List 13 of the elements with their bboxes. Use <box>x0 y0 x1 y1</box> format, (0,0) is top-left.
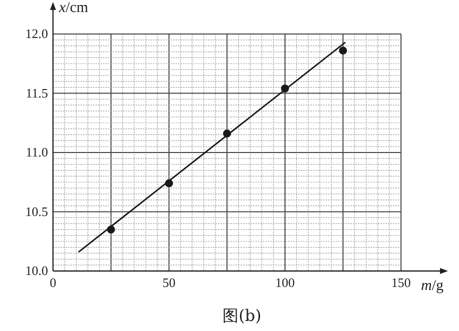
x-tick-label: 150 <box>391 275 411 290</box>
y-tick-label: 12.0 <box>25 26 48 41</box>
x-axis-title: m/g <box>421 278 444 294</box>
x-tick-label: 100 <box>275 275 295 290</box>
y-axis-title: x/cm <box>58 0 88 16</box>
y-tick-label: 11.5 <box>26 85 48 100</box>
x-tick-label: 50 <box>162 275 176 290</box>
x-tick-label: 0 <box>50 275 56 290</box>
y-tick-label: 11.0 <box>26 144 48 160</box>
y-tick-label: 10.0 <box>25 263 48 278</box>
point <box>339 46 347 55</box>
text: 图(b) <box>222 306 262 325</box>
y-tick-label: 10.5 <box>25 204 48 219</box>
